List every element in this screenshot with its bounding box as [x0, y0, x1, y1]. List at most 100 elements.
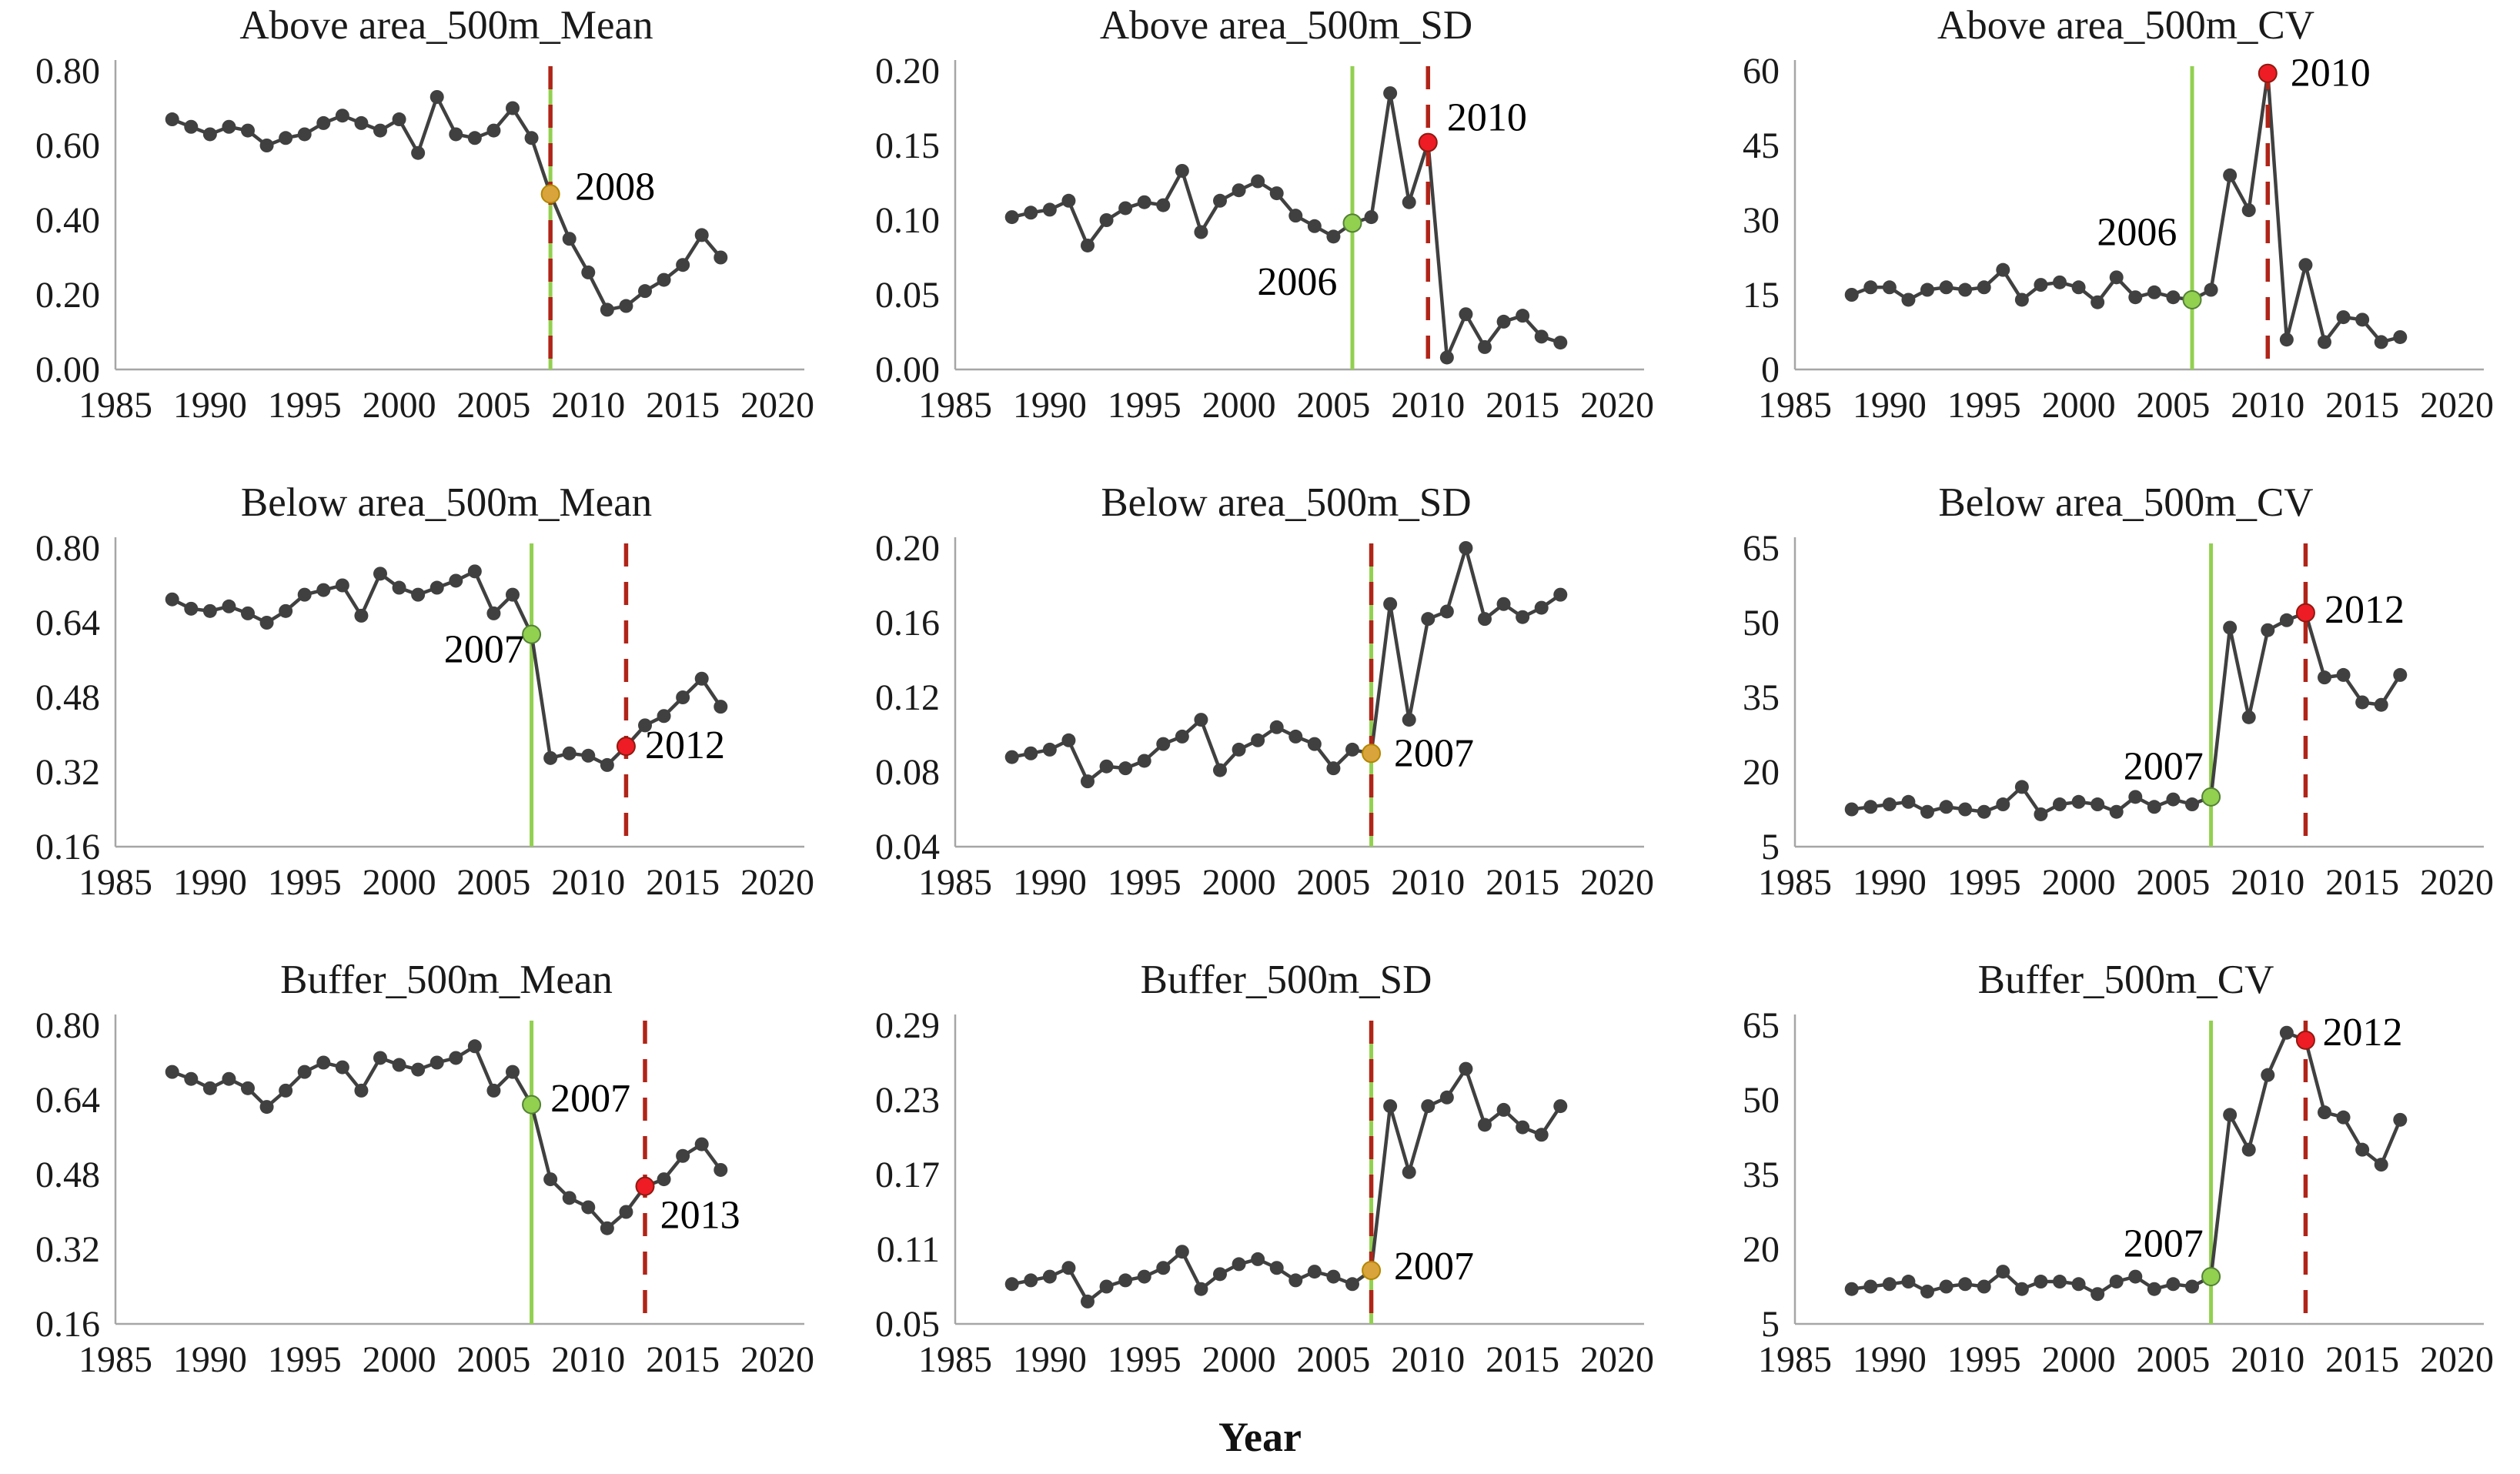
y-tick-label: 5: [1761, 827, 1780, 867]
x-tick-label: 2020: [2420, 862, 2494, 903]
data-point: [1213, 193, 1227, 208]
data-point: [297, 127, 312, 142]
data-point: [1882, 280, 1897, 295]
y-tick-label: 0.23: [875, 1080, 940, 1121]
data-point: [1232, 742, 1246, 757]
y-tick-label: 5: [1761, 1304, 1780, 1345]
x-tick-label: 1985: [79, 385, 152, 426]
y-tick-label: 0.20: [875, 528, 940, 569]
data-point: [1496, 1102, 1511, 1117]
x-tick-label: 2015: [646, 385, 720, 426]
data-point: [259, 139, 274, 152]
data-point: [222, 119, 236, 134]
data-point: [2318, 1105, 2331, 1120]
data-point: [1844, 802, 1859, 817]
y-tick-label: 30: [1743, 200, 1780, 241]
data-point: [1042, 742, 1057, 757]
data-point: [1534, 329, 1549, 344]
green-changepoint-marker: [522, 1095, 542, 1115]
gold-changepoint-marker: [1362, 744, 1382, 764]
data-point: [2355, 695, 2370, 710]
red-changepoint-marker: [2258, 63, 2278, 83]
data-point: [714, 250, 728, 265]
data-point: [714, 700, 728, 714]
annotation-year-label: 2010: [2291, 51, 2371, 95]
x-tick-label: 2000: [363, 385, 436, 426]
y-tick-label: 20: [1743, 1229, 1780, 1270]
data-point: [259, 1100, 274, 1115]
data-point: [392, 112, 406, 127]
data-point: [1288, 1273, 1303, 1288]
data-point: [1996, 262, 2010, 277]
y-tick-label: 0.64: [35, 1080, 100, 1121]
data-point: [2355, 1142, 2370, 1157]
data-point: [165, 1065, 179, 1079]
x-tick-label: 1990: [173, 862, 247, 903]
x-tick-label: 1995: [1108, 385, 1181, 426]
data-point: [1958, 282, 1973, 297]
data-point: [2091, 1287, 2105, 1302]
chart-panel-above-mean: Above area_500m_Mean 0.00 0.20 0.40 0.60 0.80…: [0, 0, 840, 477]
data-point: [2185, 1279, 2199, 1294]
data-point: [373, 1051, 387, 1065]
data-point: [2071, 794, 2086, 809]
data-point: [638, 284, 652, 299]
y-tick-label: 35: [1743, 1155, 1780, 1195]
green-changepoint-marker: [2182, 289, 2202, 309]
chart-title: Below area_500m_SD: [1101, 480, 1471, 525]
data-point: [1156, 737, 1171, 751]
x-tick-label: 1995: [1947, 862, 2021, 903]
data-point: [1977, 1279, 1991, 1294]
data-point: [1194, 1282, 1208, 1296]
data-point: [449, 1051, 463, 1065]
gold-changepoint-marker: [1362, 1260, 1382, 1280]
chart-panel-buffer-cv: Buffer_500m_CV 5 20 35 50 65 1985 1990 1995 2000 2…: [1679, 954, 2519, 1432]
data-point: [1307, 737, 1322, 751]
data-point: [1844, 1282, 1859, 1296]
data-point: [506, 1065, 520, 1079]
x-tick-label: 2020: [1580, 862, 1654, 903]
x-tick-label: 2015: [2325, 862, 2399, 903]
y-tick-label: 0.48: [35, 1155, 100, 1195]
x-tick-label: 2010: [551, 385, 625, 426]
data-point: [2261, 1068, 2275, 1082]
x-tick-label: 2020: [740, 862, 814, 903]
data-point: [619, 1205, 633, 1219]
data-point: [694, 1137, 709, 1151]
data-point: [2393, 667, 2408, 682]
annotation-year-label: 2012: [645, 724, 725, 767]
chart-title: Below area_500m_CV: [1938, 480, 2313, 525]
y-tick-label: 0.15: [875, 125, 940, 166]
data-point: [1478, 1118, 1492, 1132]
x-tick-label: 2000: [2042, 385, 2116, 426]
x-tick-label: 1995: [1108, 862, 1181, 903]
y-tick-label: 35: [1743, 677, 1780, 718]
chart-panel-buffer-mean: Buffer_500m_Mean 0.16 0.32 0.48 0.64 0.80 1985…: [0, 954, 840, 1432]
chart-panel-buffer-sd: Buffer_500m_SD 0.05 0.11 0.17 0.23 0.29 1985 19…: [840, 954, 1679, 1432]
data-point: [1326, 1269, 1341, 1284]
series-line: [171, 1045, 723, 1230]
data-point: [2166, 290, 2181, 305]
x-tick-label: 1985: [79, 1339, 152, 1380]
chart-panel-above-cv: Above area_500m_CV 0 15 30 45 60 1985 1990 1995 2…: [1679, 0, 2519, 477]
data-point: [202, 1081, 217, 1095]
x-tick-label: 2010: [2231, 862, 2304, 903]
data-point: [1156, 198, 1171, 212]
x-tick-label: 2010: [1391, 385, 1465, 426]
x-tick-label: 1995: [268, 1339, 342, 1380]
x-tick-label: 2010: [1391, 1339, 1465, 1380]
y-tick-label: 0.00: [35, 349, 100, 390]
x-tick-label: 1990: [1013, 1339, 1087, 1380]
data-point: [1081, 1294, 1095, 1309]
annotation-year-label: 2013: [660, 1194, 740, 1238]
x-tick-label: 2020: [1580, 385, 1654, 426]
data-point: [676, 258, 690, 272]
data-point: [1118, 1273, 1133, 1288]
data-point: [1996, 1265, 2010, 1279]
data-point: [335, 578, 349, 593]
x-tick-label: 2015: [1486, 1339, 1559, 1380]
data-point: [335, 1060, 349, 1075]
data-point: [202, 127, 217, 142]
x-tick-label: 2015: [646, 1339, 720, 1380]
